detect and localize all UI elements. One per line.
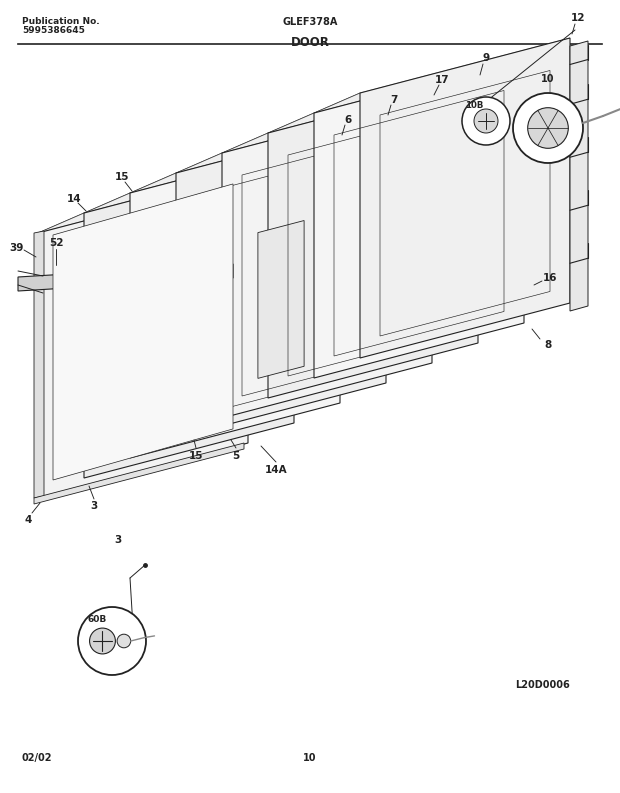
Circle shape [474, 109, 498, 133]
Text: 8: 8 [544, 340, 552, 350]
Text: 3: 3 [114, 535, 122, 545]
Text: L20D0006: L20D0006 [515, 680, 570, 690]
Text: 15: 15 [115, 172, 129, 182]
Polygon shape [34, 231, 44, 498]
Polygon shape [222, 78, 478, 153]
Polygon shape [84, 138, 340, 213]
Text: eReplacementParts.com: eReplacementParts.com [209, 366, 361, 380]
Polygon shape [176, 98, 432, 173]
Text: 17: 17 [435, 75, 449, 85]
Text: DOOR: DOOR [291, 36, 329, 49]
Circle shape [117, 634, 131, 648]
Text: 10: 10 [541, 74, 555, 84]
Polygon shape [360, 38, 570, 358]
Text: 5: 5 [232, 451, 239, 461]
Polygon shape [258, 220, 304, 378]
Text: 10: 10 [303, 753, 317, 763]
Polygon shape [53, 184, 233, 480]
Text: 02/02: 02/02 [22, 753, 53, 763]
Text: 9: 9 [482, 53, 490, 63]
Polygon shape [18, 264, 233, 291]
Text: 5995386645: 5995386645 [22, 26, 85, 35]
Polygon shape [38, 178, 248, 498]
Polygon shape [176, 118, 386, 438]
Text: Publication No.: Publication No. [22, 17, 100, 26]
Text: 4: 4 [24, 515, 32, 525]
Circle shape [462, 97, 510, 145]
Text: 7: 7 [391, 95, 397, 105]
Polygon shape [314, 38, 570, 113]
Text: 10B: 10B [465, 101, 483, 110]
Text: 16: 16 [542, 273, 557, 283]
Polygon shape [268, 58, 524, 133]
Text: 39: 39 [9, 243, 23, 253]
Polygon shape [34, 443, 244, 504]
Polygon shape [84, 158, 294, 478]
Polygon shape [314, 58, 524, 378]
Text: GLEF378A: GLEF378A [282, 17, 338, 27]
Text: 52: 52 [49, 238, 63, 248]
Polygon shape [157, 236, 221, 439]
Circle shape [78, 607, 146, 675]
Circle shape [513, 93, 583, 163]
Polygon shape [268, 78, 478, 398]
Text: 15: 15 [188, 451, 203, 461]
Text: 60B: 60B [87, 615, 106, 624]
Polygon shape [130, 118, 386, 193]
Circle shape [528, 108, 569, 148]
Polygon shape [130, 138, 340, 458]
Text: 14: 14 [67, 194, 81, 204]
Text: 12: 12 [571, 13, 585, 23]
Circle shape [89, 628, 115, 654]
Text: 14A: 14A [265, 465, 287, 475]
Polygon shape [222, 98, 432, 418]
Polygon shape [570, 41, 588, 311]
Text: 6: 6 [344, 115, 352, 125]
Text: 3: 3 [91, 501, 97, 511]
Polygon shape [38, 158, 294, 233]
